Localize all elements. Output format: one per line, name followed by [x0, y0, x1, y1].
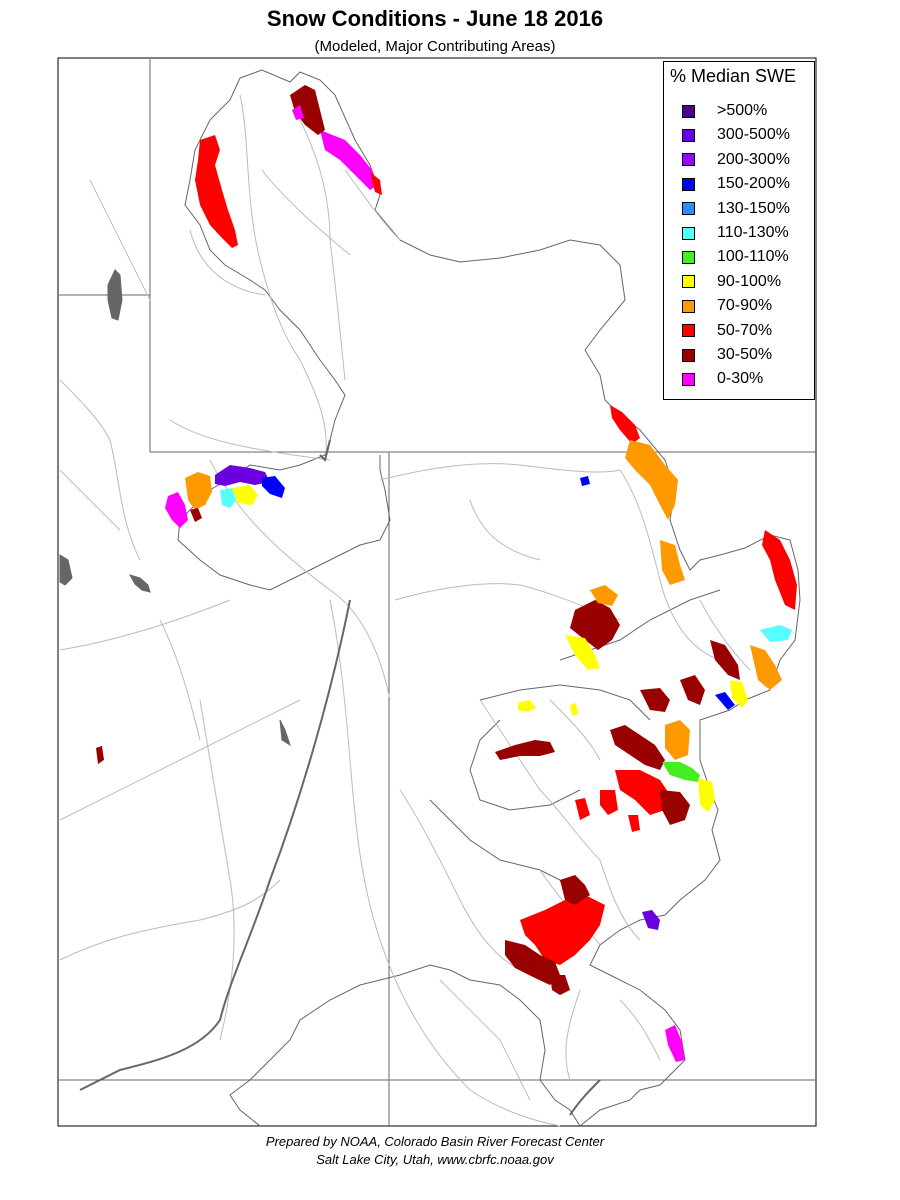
legend-label: 200-300%	[717, 150, 790, 168]
swe-150-200-ut	[580, 476, 590, 486]
legend-item: 200-300%	[682, 149, 790, 171]
legend-swatch	[682, 104, 695, 118]
legend-label: 30-50%	[717, 346, 773, 363]
swe-50-70-sawatch2	[600, 790, 618, 815]
swe-30-50-sanjuan	[560, 875, 590, 905]
swe-70-90-co-north	[625, 440, 678, 520]
swe-70-90-co-flattops	[590, 585, 618, 606]
swe-30-50-sawatch	[610, 725, 665, 770]
swe-50-70-sanjuan	[520, 895, 605, 965]
legend-swatch	[682, 177, 695, 191]
swe-90-100-co-east	[730, 680, 748, 708]
legend-item: 30-50%	[682, 344, 772, 366]
legend-swatch	[682, 226, 695, 240]
swe-30-50-wasatch	[190, 508, 202, 522]
legend-item: >500%	[682, 100, 767, 122]
footer-credit: Prepared by NOAA, Colorado Basin River F…	[265, 1134, 605, 1149]
legend-swatch	[682, 372, 695, 386]
legend-swatch	[682, 153, 695, 167]
legend-swatch	[682, 275, 695, 289]
swe-90-100-gmesa2	[570, 703, 578, 716]
swe-0-30-nw	[292, 105, 304, 120]
legend-item: 150-200%	[682, 173, 790, 195]
swe-100-110-sawatch	[662, 762, 700, 782]
swe-110-130-co-east	[760, 625, 792, 642]
legend-item: 0-30%	[682, 368, 763, 390]
swe-110-130-uinta	[220, 488, 236, 508]
legend-swatch	[682, 348, 695, 362]
major-river-and-lakes	[59, 269, 601, 1116]
swe-70-90-co-park	[660, 540, 685, 585]
swe-0-30-north	[320, 130, 378, 190]
legend-label: >500%	[717, 102, 768, 119]
legend-swatch	[682, 250, 695, 264]
swe-50-70-sawatch	[615, 770, 670, 815]
legend-label: 100-110%	[717, 248, 789, 266]
state-boundaries	[59, 59, 816, 1126]
swe-30-50-sanjuan3	[550, 975, 570, 995]
legend-label: 300-500%	[717, 126, 790, 144]
swe-300-500-uinta	[215, 465, 270, 486]
swe-150-200-co-east	[715, 692, 735, 710]
legend-item: 110-130%	[682, 222, 789, 244]
legend-item: 100-110%	[682, 246, 789, 268]
swe-70-90-sawatch	[665, 720, 690, 760]
swe-90-100-sawatch	[698, 778, 715, 812]
legend-item: 130-150%	[682, 198, 790, 220]
legend-swatch	[682, 299, 695, 313]
swe-30-50-co-mid2	[640, 688, 670, 712]
legend-item: 300-500%	[682, 124, 790, 146]
legend-swatch	[682, 128, 695, 142]
swe-70-90-uinta	[185, 472, 212, 510]
legend-label: 150-200%	[717, 175, 790, 193]
swe-50-70-north	[370, 172, 382, 195]
legend-label: 0-30%	[717, 370, 764, 388]
swe-30-50-ut-west	[96, 746, 104, 764]
swe-30-50-co-mid	[680, 675, 705, 705]
legend-label: 50-70%	[717, 321, 773, 339]
swe-30-50-north	[290, 85, 325, 135]
swe-30-50-gmesa	[495, 740, 555, 760]
footer-location: Salt Lake City, Utah, www.cbrfc.noaa.gov	[316, 1152, 554, 1167]
swe-90-100-co-flattops	[565, 635, 600, 670]
swe-0-30-wasatch	[165, 492, 188, 528]
legend-swatch	[682, 202, 695, 216]
swe-50-70-wyrange	[195, 135, 238, 248]
legend-item: 50-70%	[682, 320, 772, 342]
swe-30-50-sanjuan2	[505, 940, 560, 985]
swe-300-500-sanjuan	[642, 910, 660, 930]
swe-50-70-sawatch4	[628, 815, 640, 832]
swe-50-70-co-east	[762, 530, 797, 610]
swe-30-50-co-east	[710, 640, 740, 680]
legend-label: 110-130%	[717, 224, 789, 241]
legend-swatch	[682, 324, 695, 338]
legend-label: 90-100%	[717, 272, 782, 290]
swe-30-50-co-flattops	[570, 600, 620, 650]
legend-item: 70-90%	[682, 295, 772, 317]
swe-0-30-sanjuan	[665, 1025, 685, 1062]
snow-cells	[96, 85, 797, 1062]
swe-150-200-uinta	[262, 476, 285, 498]
swe-50-70-co-north	[610, 405, 640, 444]
legend-item: 90-100%	[682, 271, 781, 293]
rivers	[59, 94, 751, 1127]
map-frame	[57, 57, 817, 1127]
legend-label: 130-150%	[717, 199, 790, 217]
legend: % Median SWE >500% 300-500% 200-300% 150-20…	[663, 61, 815, 400]
swe-50-70-sawatch3	[575, 798, 590, 820]
map-subtitle: (Modeled, Major Contributing Areas)	[314, 38, 556, 55]
legend-title: % Median SWE	[670, 66, 797, 86]
map-title: Snow Conditions - June 18 2016	[266, 6, 604, 31]
swe-30-50-sawatch2	[660, 790, 690, 825]
swe-70-90-co-east	[750, 645, 782, 690]
swe-90-100-gmesa	[518, 700, 536, 712]
swe-90-100-uinta	[232, 485, 258, 505]
legend-label: 70-90%	[717, 297, 773, 315]
